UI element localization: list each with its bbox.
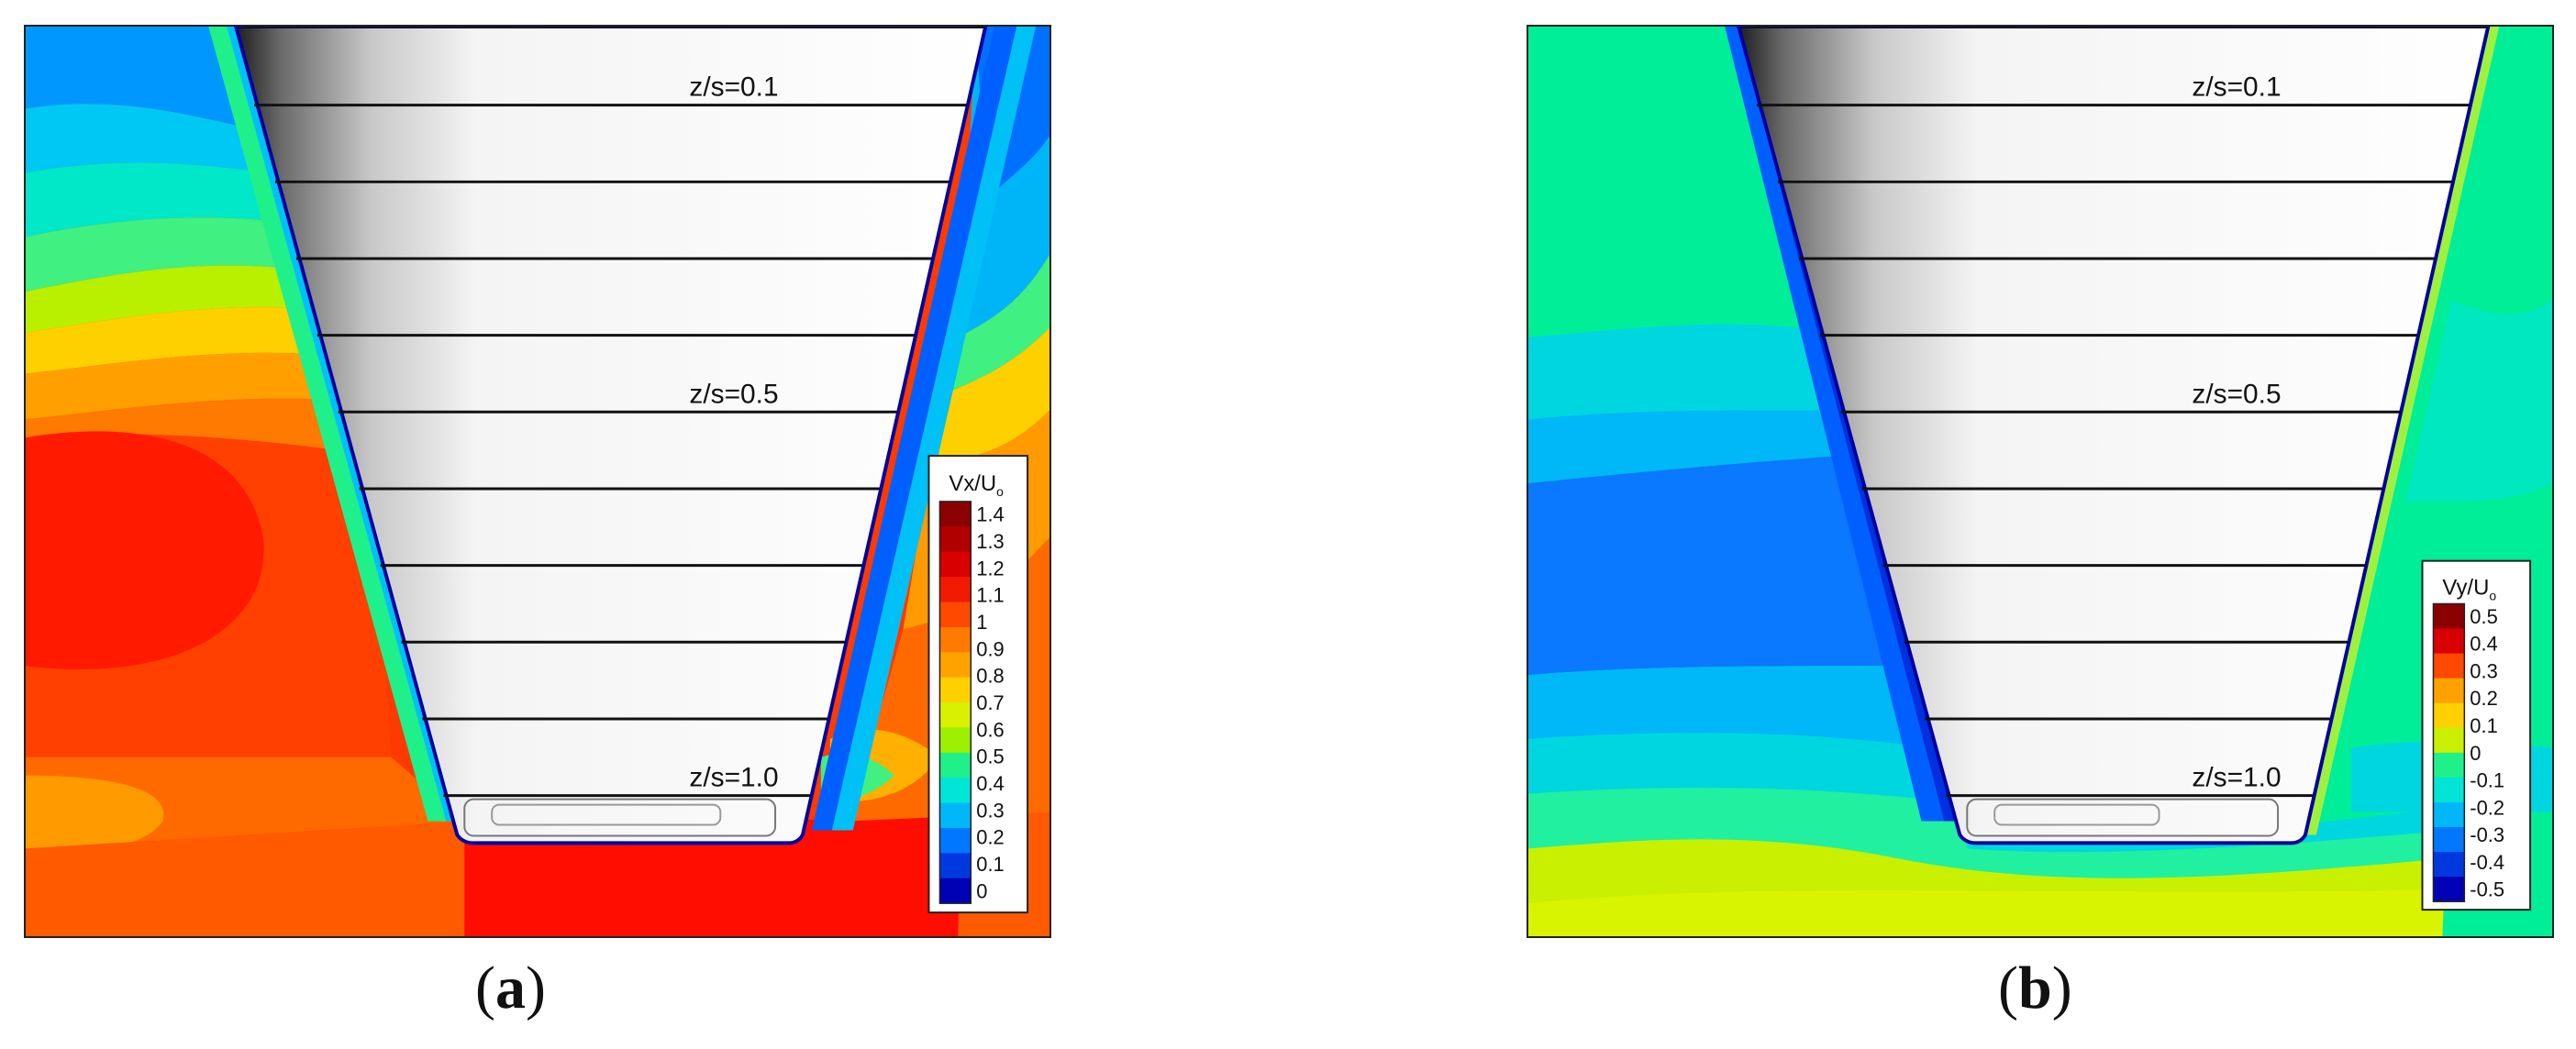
legend-tick-label: 0.3: [976, 799, 1004, 822]
legend-swatch: [2433, 801, 2465, 828]
legend-swatch: [939, 878, 972, 904]
caption-b: (b): [1998, 955, 2072, 1021]
legend-swatch: [939, 652, 972, 679]
span-lines-b: [1745, 27, 2488, 798]
legend-swatch: [2433, 826, 2465, 853]
legend-swatch: [939, 727, 972, 754]
legend-tick-label: 0.5: [2470, 605, 2497, 628]
legend-tick-label: 1.4: [976, 503, 1004, 526]
span-label-05: z/s=0.5: [689, 379, 778, 409]
legend-tick-label: -0.1: [2470, 769, 2504, 792]
legend-tick-label: 0.1: [976, 853, 1004, 876]
legend-tick-label: 0.1: [2470, 714, 2497, 737]
legend-swatch: [2433, 777, 2465, 803]
legend-tick-label: -0.3: [2470, 823, 2504, 846]
legend-swatch: [939, 526, 972, 553]
legend-swatch: [2433, 727, 2465, 754]
contour-plot-vx-svg: z/s=0.1 z/s=0.5 z/s=1.0 Vx/Uo 1.4 1.3 1.2 1…: [26, 27, 1049, 936]
legend-tick-label: 0.2: [976, 826, 1004, 849]
legend-swatch: [939, 551, 972, 578]
span-label-01: z/s=0.1: [2192, 72, 2281, 103]
contour-plot-vy: z/s=0.1 z/s=0.5 z/s=1.0 Vy/Uo 0.5 0.4 0.3 0…: [1527, 25, 2554, 938]
legend-tick-label: 1: [976, 611, 987, 634]
legend-tick-label: 0.5: [976, 745, 1004, 768]
legend-swatch: [939, 677, 972, 703]
legend-swatch: [939, 802, 972, 829]
legend-tick-label: 0.6: [976, 718, 1004, 741]
legend-tick-label: 0: [976, 879, 987, 902]
legend-swatch: [939, 853, 972, 879]
legend-tick-label: -0.4: [2470, 851, 2504, 874]
legend-tick-label: -0.2: [2470, 796, 2504, 819]
legend-swatch: [939, 501, 972, 527]
legend-tick-label: 0.4: [2470, 633, 2497, 656]
legend-swatch: [939, 702, 972, 728]
legend-bar-border: [938, 501, 972, 904]
legend-swatch: [939, 577, 972, 602]
legend-tick-label: 0: [2470, 742, 2481, 765]
legend-tick-label: 1.2: [976, 557, 1004, 580]
legend-swatch: [2433, 852, 2465, 878]
span-label-05: z/s=0.5: [2192, 379, 2281, 409]
legend-swatch: [939, 752, 972, 778]
legend-swatch: [2433, 752, 2465, 778]
legend-tick-label: 1.1: [976, 584, 1004, 607]
legend-title: Vy/Uo: [2442, 576, 2496, 603]
legend-tick-label: 0.4: [976, 772, 1004, 795]
legend-title: Vx/Uo: [949, 471, 1004, 499]
legend-tick-label: -0.5: [2470, 878, 2504, 901]
legend-tick-label: 0.3: [2470, 659, 2497, 682]
legend-tick-label: 0.7: [976, 691, 1004, 714]
legend-swatch: [2433, 877, 2465, 902]
legend-swatch: [939, 778, 972, 804]
legend-swatch: [2433, 702, 2465, 729]
span-label-01: z/s=0.1: [689, 72, 778, 103]
legend-swatch: [939, 602, 972, 628]
legend-swatch: [2433, 603, 2465, 630]
legend-swatch: [2433, 678, 2465, 704]
legend-swatch: [2433, 628, 2465, 655]
legend-tick-label: 0.2: [2470, 687, 2497, 710]
legend-swatch: [939, 827, 972, 854]
legend-vy: Vy/Uo 0.5 0.4 0.3 0.2 0.1 0 -0.1 -0.2 -0.3 -0.4 -0…: [2421, 559, 2532, 911]
legend-swatch: [2433, 653, 2465, 679]
contour-plot-vx: z/s=0.1 z/s=0.5 z/s=1.0 Vx/Uo 1.4 1.3 1.2 1…: [24, 25, 1051, 938]
contour-plot-vy-svg: z/s=0.1 z/s=0.5 z/s=1.0 Vy/Uo 0.5 0.4 0.3 0…: [1528, 27, 2552, 936]
legend-tick-label: 0.8: [976, 665, 1004, 688]
span-lines-a: [242, 27, 985, 798]
legend-vx: Vx/Uo 1.4 1.3 1.2 1.1 1 0.9 0.8 0.7 0.6 0.5 0.4 0.3…: [927, 455, 1029, 914]
legend-bar-border: [2432, 602, 2466, 902]
span-label-10: z/s=1.0: [689, 763, 778, 793]
legend-tick-label: 0.9: [976, 637, 1004, 660]
legend-swatch: [939, 626, 972, 653]
legend-tick-label: 1.3: [976, 530, 1004, 553]
span-label-10: z/s=1.0: [2192, 763, 2281, 793]
caption-a: (a): [475, 955, 546, 1021]
